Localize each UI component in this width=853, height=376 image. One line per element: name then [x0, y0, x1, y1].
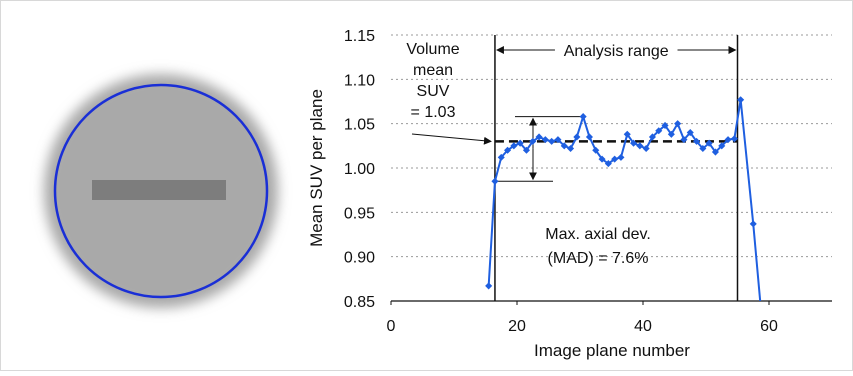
y-tick-label: 0.90 — [344, 250, 375, 267]
mean-label: mean — [413, 62, 453, 79]
x-tick-label: 20 — [508, 318, 526, 335]
mad-label: (MAD) = 7.6% — [548, 250, 649, 267]
figure: Mean SUV per plane Image plane number 0.… — [0, 0, 853, 371]
point — [750, 220, 757, 227]
point — [580, 113, 587, 120]
x-tick-label: 60 — [760, 318, 778, 335]
phantom-image — [44, 74, 278, 308]
point — [491, 178, 498, 185]
y-tick-label: 1.00 — [344, 161, 375, 178]
mean-label: = 1.03 — [411, 104, 456, 121]
y-tick-label: 1.15 — [344, 28, 375, 45]
y-tick-label: 1.05 — [344, 117, 375, 134]
point — [485, 282, 492, 289]
y-tick-label: 1.10 — [344, 72, 375, 89]
x-axis-label: Image plane number — [534, 341, 690, 360]
x-tick-label: 0 — [387, 318, 396, 335]
y-tick-label: 0.95 — [344, 205, 375, 222]
range-label: Analysis range — [564, 43, 669, 60]
point — [586, 133, 593, 140]
y-tick-label: 0.85 — [344, 294, 375, 311]
mean-pointer — [412, 134, 491, 141]
mad-label: Max. axial dev. — [545, 226, 651, 243]
mean-label: Volume — [406, 41, 459, 58]
point — [636, 142, 643, 149]
mean-label: SUV — [417, 83, 450, 100]
series-line — [489, 100, 761, 301]
info-box — [92, 180, 226, 200]
y-axis-label: Mean SUV per plane — [307, 89, 326, 247]
x-tick-label: 40 — [634, 318, 652, 335]
point — [548, 138, 555, 145]
point — [617, 154, 624, 161]
